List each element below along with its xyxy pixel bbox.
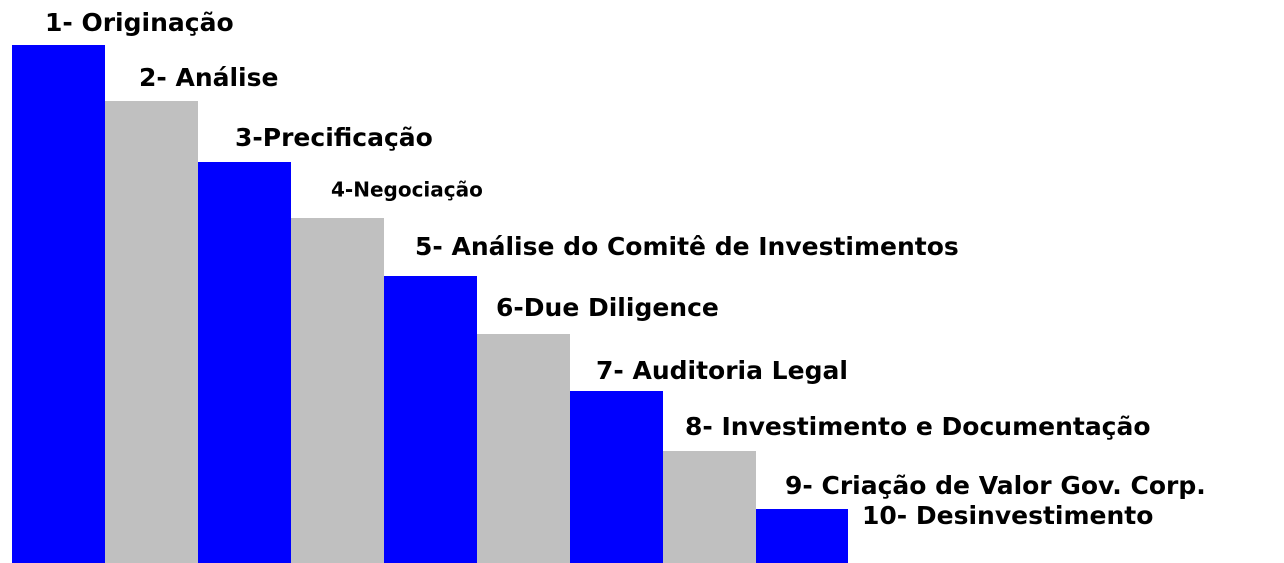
step-label: 5- Análise do Comitê de Investimentos bbox=[415, 232, 959, 261]
step-bar bbox=[291, 218, 384, 563]
step-label: 9- Criação de Valor Gov. Corp. bbox=[785, 471, 1206, 500]
step-label: 7- Auditoria Legal bbox=[596, 356, 848, 385]
step-bar bbox=[105, 101, 198, 563]
step-label: 4-Negociação bbox=[331, 178, 483, 202]
step-bar bbox=[198, 162, 291, 563]
step-bar bbox=[12, 45, 105, 563]
step-bar bbox=[570, 391, 663, 563]
step-bar bbox=[384, 276, 477, 563]
step-bar bbox=[756, 509, 848, 563]
step-label: 2- Análise bbox=[139, 63, 278, 92]
step-label: 3-Precificação bbox=[235, 123, 433, 152]
step-label: 6-Due Diligence bbox=[496, 293, 719, 322]
step-label: 1- Originação bbox=[45, 8, 234, 37]
step-label: 8- Investimento e Documentação bbox=[685, 412, 1151, 441]
step-label: 10- Desinvestimento bbox=[862, 501, 1153, 530]
step-bar bbox=[477, 334, 570, 563]
step-bar bbox=[663, 451, 756, 563]
